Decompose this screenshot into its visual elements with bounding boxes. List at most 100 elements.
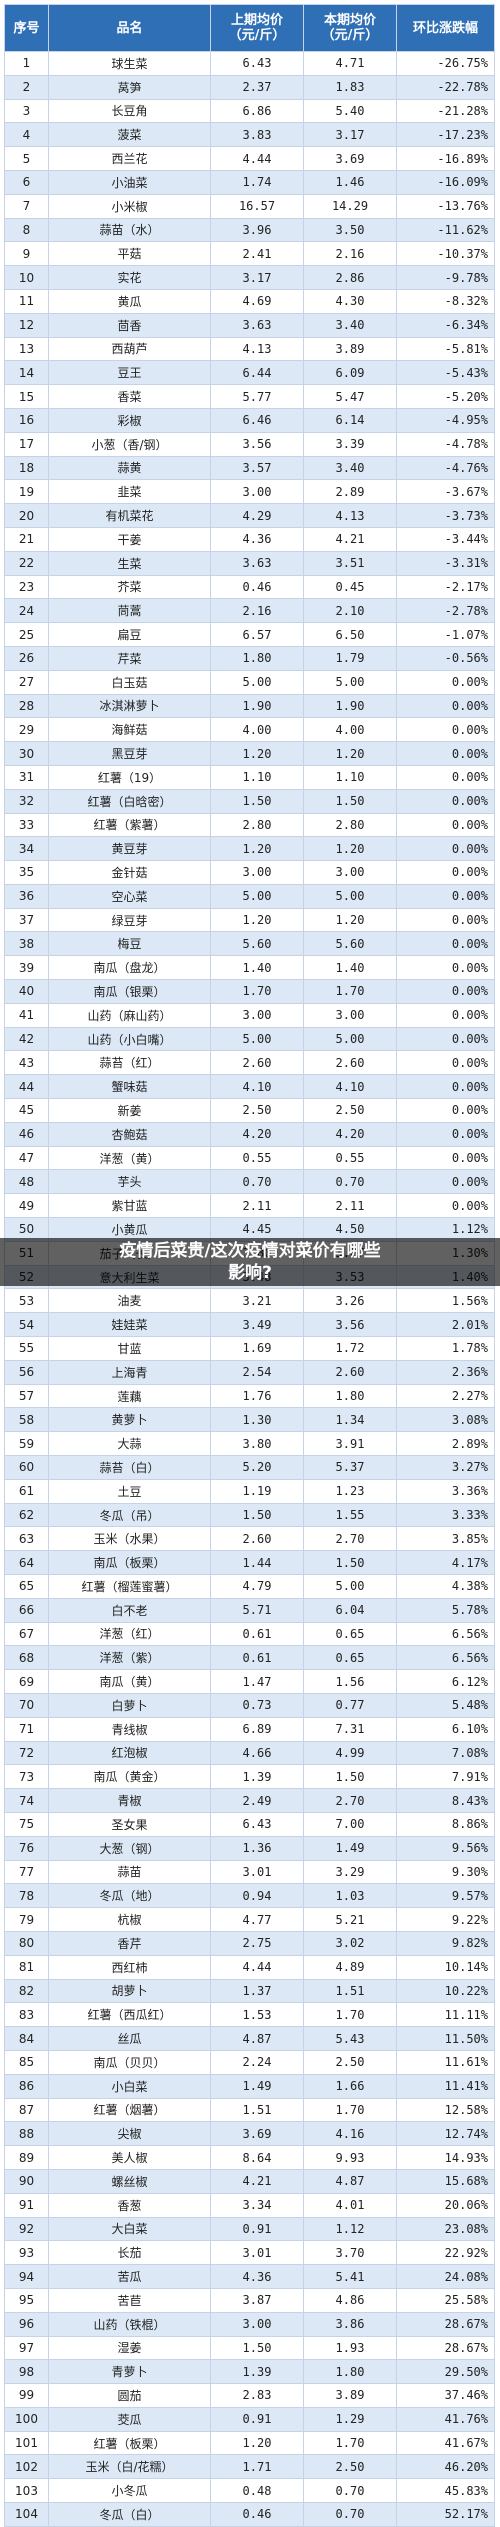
vegetable-name: 苦苣 bbox=[48, 2287, 211, 2313]
table-row: 62 冬瓜（吊） 1.50 1.55 3.33% bbox=[4, 1502, 495, 1528]
table-row: 39 南瓜（盘龙） 1.40 1.40 0.00% bbox=[4, 955, 495, 981]
vegetable-name: 长茄 bbox=[48, 2240, 211, 2266]
row-index: 16 bbox=[4, 407, 49, 433]
current-price: 5.41 bbox=[303, 2264, 397, 2289]
current-price: 2.10 bbox=[303, 598, 397, 624]
price-change: 24.08% bbox=[396, 2264, 495, 2289]
vegetable-name: 圆茄 bbox=[48, 2383, 211, 2408]
vegetable-name: 玉米（白/花糯） bbox=[48, 2454, 211, 2480]
row-index: 63 bbox=[4, 1526, 49, 1552]
current-price: 4.89 bbox=[303, 1954, 397, 1980]
table-row: 75 圣女果 6.43 7.00 8.86% bbox=[4, 1811, 495, 1837]
current-price: 5.21 bbox=[303, 1907, 397, 1932]
previous-price: 2.50 bbox=[210, 1098, 304, 1123]
row-index: 59 bbox=[4, 1431, 49, 1457]
price-change: 8.43% bbox=[396, 1788, 495, 1813]
current-price: 3.02 bbox=[303, 1930, 397, 1956]
vegetable-name: 尖椒 bbox=[48, 2121, 211, 2147]
table-row: 21 干姜 4.36 4.21 -3.44% bbox=[4, 526, 495, 552]
current-price: 5.00 bbox=[303, 1574, 397, 1599]
previous-price: 2.11 bbox=[210, 1193, 304, 1219]
row-index: 14 bbox=[4, 360, 49, 386]
vegetable-name: 南瓜（银栗） bbox=[48, 979, 211, 1004]
vegetable-name: 红薯（白晗密） bbox=[48, 788, 211, 814]
vegetable-name: 油麦 bbox=[48, 1288, 211, 1314]
vegetable-name: 南瓜（贝贝） bbox=[48, 2049, 211, 2075]
row-index: 39 bbox=[4, 955, 49, 981]
table-row: 14 豆王 6.44 6.09 -5.43% bbox=[4, 360, 495, 386]
row-index: 35 bbox=[4, 860, 49, 885]
table-row: 97 湿姜 1.50 1.93 28.67% bbox=[4, 2335, 495, 2361]
vegetable-name: 芥菜 bbox=[48, 574, 211, 600]
table-row: 24 茼蒿 2.16 2.10 -2.78% bbox=[4, 598, 495, 624]
price-change: 5.48% bbox=[396, 1692, 495, 1718]
current-price: 1.10 bbox=[303, 764, 397, 790]
current-price: 0.45 bbox=[303, 574, 397, 600]
vegetable-name: 有机菜花 bbox=[48, 503, 211, 528]
previous-price: 2.41 bbox=[210, 241, 304, 267]
row-index: 55 bbox=[4, 1336, 49, 1361]
price-change: 8.86% bbox=[396, 1811, 495, 1837]
current-price: 3.91 bbox=[303, 1431, 397, 1457]
table-row: 17 小葱（香/钢） 3.56 3.39 -4.78% bbox=[4, 431, 495, 457]
previous-price: 3.00 bbox=[210, 479, 304, 505]
vegetable-name: 白不老 bbox=[48, 1597, 211, 1623]
previous-price: 4.69 bbox=[210, 288, 304, 314]
current-price: 3.56 bbox=[303, 1312, 397, 1338]
price-change: 25.58% bbox=[396, 2287, 495, 2313]
vegetable-name: 红薯（19） bbox=[48, 764, 211, 790]
previous-price: 3.56 bbox=[210, 431, 304, 457]
table-row: 59 大蒜 3.80 3.91 2.89% bbox=[4, 1431, 495, 1457]
table-row: 87 红薯（烟薯） 1.51 1.70 12.58% bbox=[4, 2097, 495, 2123]
previous-price: 1.69 bbox=[210, 1336, 304, 1361]
current-price: 1.20 bbox=[303, 836, 397, 862]
current-price: 1.50 bbox=[303, 1764, 397, 1790]
row-index: 73 bbox=[4, 1764, 49, 1790]
row-index: 4 bbox=[4, 122, 49, 148]
current-price: 5.40 bbox=[303, 98, 397, 124]
price-change: 3.08% bbox=[396, 1407, 495, 1433]
current-price: 1.20 bbox=[303, 741, 397, 766]
price-change: 5.78% bbox=[396, 1597, 495, 1623]
vegetable-name: 湿姜 bbox=[48, 2335, 211, 2361]
row-index: 27 bbox=[4, 669, 49, 695]
vegetable-name: 大葱（钢） bbox=[48, 1835, 211, 1861]
price-change: 22.92% bbox=[396, 2240, 495, 2266]
current-price: 1.29 bbox=[303, 2406, 397, 2432]
current-price: 1.40 bbox=[303, 955, 397, 981]
current-price: 1.46 bbox=[303, 169, 397, 195]
price-change: 20.06% bbox=[396, 2192, 495, 2218]
previous-price: 1.39 bbox=[210, 2359, 304, 2385]
previous-price: 1.50 bbox=[210, 2335, 304, 2361]
previous-price: 2.83 bbox=[210, 2383, 304, 2408]
table-row: 34 黄豆芽 1.20 1.20 0.00% bbox=[4, 836, 495, 862]
vegetable-name: 红薯（西瓜红） bbox=[48, 2002, 211, 2028]
row-index: 19 bbox=[4, 479, 49, 505]
table-row: 30 黑豆芽 1.20 1.20 0.00% bbox=[4, 741, 495, 766]
table-row: 65 红薯（榴莲蜜薯） 4.79 5.00 4.38% bbox=[4, 1574, 495, 1599]
current-price: 4.01 bbox=[303, 2192, 397, 2218]
current-price: 1.80 bbox=[303, 2359, 397, 2385]
table-row: 92 大白菜 0.91 1.12 23.08% bbox=[4, 2216, 495, 2242]
vegetable-name: 长豆角 bbox=[48, 98, 211, 124]
current-price: 1.93 bbox=[303, 2335, 397, 2361]
previous-price: 4.87 bbox=[210, 2026, 304, 2051]
table-row: 86 小白菜 1.49 1.66 11.41% bbox=[4, 2073, 495, 2099]
previous-price: 1.71 bbox=[210, 2454, 304, 2480]
row-index: 43 bbox=[4, 1050, 49, 1076]
vegetable-name: 青萝卜 bbox=[48, 2359, 211, 2385]
previous-price: 4.36 bbox=[210, 2264, 304, 2289]
price-change: 0.00% bbox=[396, 979, 495, 1004]
current-price: 1.70 bbox=[303, 2097, 397, 2123]
price-change: 29.50% bbox=[396, 2359, 495, 2385]
price-change: -2.78% bbox=[396, 598, 495, 624]
current-price: 3.40 bbox=[303, 455, 397, 481]
previous-price: 1.30 bbox=[210, 1407, 304, 1433]
row-index: 38 bbox=[4, 931, 49, 957]
price-change: 0.00% bbox=[396, 788, 495, 814]
previous-price: 0.46 bbox=[210, 2502, 304, 2527]
previous-price: 3.83 bbox=[210, 122, 304, 148]
price-change: -22.78% bbox=[396, 74, 495, 100]
current-price: 3.40 bbox=[303, 312, 397, 338]
previous-price: 3.63 bbox=[210, 312, 304, 338]
